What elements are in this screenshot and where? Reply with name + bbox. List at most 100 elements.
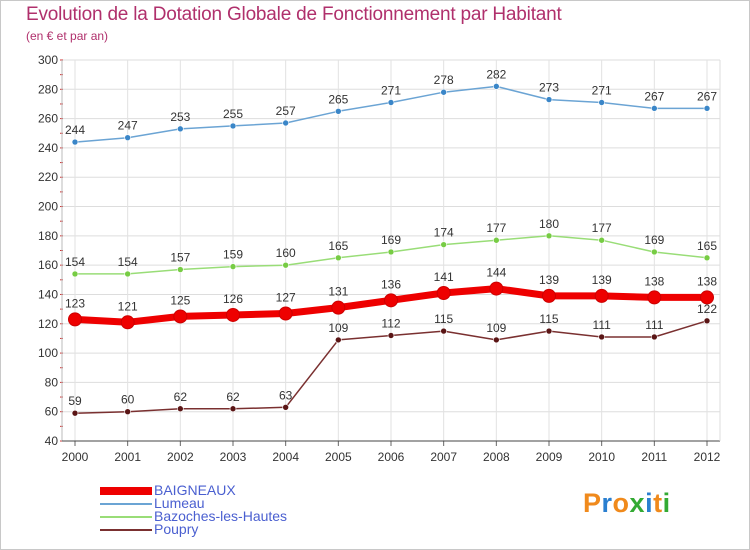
data-label-baigneaux-2004: 127 — [276, 291, 296, 305]
x-tick-label-2010: 2010 — [588, 450, 615, 464]
y-tick-label-140: 140 — [38, 287, 58, 301]
data-label-bazoches-les-hautes-2011: 169 — [644, 233, 664, 247]
point-poupry-2012 — [703, 317, 711, 325]
point-bazoches-les-hautes-2001 — [124, 270, 131, 278]
data-label-poupry-2010: 111 — [593, 318, 612, 332]
point-bazoches-les-hautes-2012 — [703, 254, 711, 262]
data-label-baigneaux-2006: 136 — [381, 277, 401, 291]
data-label-baigneaux-2008: 144 — [486, 266, 506, 280]
y-tick-label-280: 280 — [38, 82, 58, 96]
legend-swatch-bazoches-les-hautes — [100, 516, 152, 518]
x-tick-label-2011: 2011 — [641, 450, 667, 464]
point-poupry-2011 — [651, 333, 658, 341]
point-poupry-2006 — [387, 332, 395, 339]
legend-swatch-lumeau — [100, 503, 152, 505]
point-baigneaux-2008 — [489, 281, 504, 296]
data-label-baigneaux-2000: 123 — [65, 296, 85, 310]
data-label-bazoches-les-hautes-2005: 165 — [328, 239, 348, 253]
legend-swatch-poupry — [100, 529, 152, 531]
point-poupry-2000 — [71, 409, 79, 417]
point-bazoches-les-hautes-2008 — [493, 236, 500, 244]
point-bazoches-les-hautes-2004 — [282, 261, 289, 269]
y-tick-label-200: 200 — [38, 200, 58, 214]
data-label-lumeau-2008: 282 — [486, 67, 506, 81]
point-baigneaux-2006 — [384, 293, 398, 308]
data-label-poupry-2002: 62 — [174, 390, 188, 404]
data-label-poupry-2011: 111 — [645, 318, 664, 332]
point-bazoches-les-hautes-2003 — [229, 263, 237, 270]
data-label-lumeau-2010: 271 — [592, 83, 612, 97]
point-baigneaux-2003 — [226, 307, 240, 322]
data-label-lumeau-2003: 255 — [223, 107, 243, 121]
x-tick-label-2002: 2002 — [167, 450, 194, 464]
legend-label-lumeau: Lumeau — [154, 495, 205, 511]
data-label-lumeau-2011: 267 — [644, 89, 664, 103]
point-bazoches-les-hautes-2000 — [71, 270, 79, 278]
y-tick-label-100: 100 — [38, 346, 58, 360]
point-poupry-2005 — [335, 336, 342, 344]
point-baigneaux-2004 — [278, 306, 293, 321]
point-baigneaux-2012 — [700, 290, 714, 305]
data-label-poupry-2012: 122 — [697, 302, 717, 316]
logo-letter: x — [629, 488, 646, 518]
y-tick-label-80: 80 — [45, 375, 59, 389]
y-tick-label-260: 260 — [38, 112, 58, 126]
y-tick-label-180: 180 — [38, 229, 58, 243]
data-label-bazoches-les-hautes-2010: 177 — [592, 221, 612, 235]
data-label-poupry-2005: 109 — [328, 321, 348, 335]
point-baigneaux-2002 — [173, 309, 188, 324]
data-label-baigneaux-2012: 138 — [697, 274, 717, 288]
point-poupry-2008 — [493, 336, 500, 344]
y-tick-label-240: 240 — [38, 141, 58, 155]
data-label-lumeau-2004: 257 — [276, 104, 296, 118]
chart-title: Evolution de la Dotation Globale de Fonc… — [26, 4, 562, 25]
point-lumeau-2006 — [387, 99, 395, 106]
data-label-lumeau-2000: 244 — [65, 123, 85, 137]
data-label-baigneaux-2001: 121 — [118, 299, 138, 313]
proxiti-logo: Proxiti — [583, 488, 671, 519]
data-label-bazoches-les-hautes-2003: 159 — [223, 248, 243, 262]
logo-letter: i — [662, 488, 671, 518]
point-poupry-2009 — [545, 327, 553, 335]
y-tick-label-120: 120 — [38, 317, 58, 331]
point-baigneaux-2009 — [542, 288, 556, 303]
data-label-lumeau-2001: 247 — [118, 119, 138, 133]
point-lumeau-2010 — [598, 99, 605, 106]
point-baigneaux-2010 — [594, 288, 609, 303]
data-label-bazoches-les-hautes-2008: 177 — [486, 221, 506, 235]
data-label-baigneaux-2009: 139 — [539, 273, 559, 287]
point-lumeau-2012 — [703, 105, 711, 112]
point-lumeau-2000 — [71, 138, 79, 146]
data-label-bazoches-les-hautes-2009: 180 — [539, 217, 559, 231]
point-poupry-2002 — [177, 405, 184, 413]
point-bazoches-les-hautes-2010 — [598, 236, 605, 244]
data-label-bazoches-les-hautes-2004: 160 — [276, 246, 296, 260]
point-baigneaux-2001 — [120, 315, 135, 330]
point-baigneaux-2005 — [331, 300, 346, 315]
data-label-poupry-2003: 62 — [226, 390, 240, 404]
x-tick-label-2008: 2008 — [483, 450, 510, 464]
x-tick-label-2009: 2009 — [536, 450, 563, 464]
point-bazoches-les-hautes-2007 — [440, 241, 447, 248]
data-label-lumeau-2007: 278 — [434, 73, 454, 87]
data-label-lumeau-2012: 267 — [697, 89, 717, 103]
point-lumeau-2004 — [282, 119, 289, 127]
data-label-poupry-2001: 60 — [121, 393, 135, 407]
data-label-poupry-2004: 63 — [279, 388, 293, 402]
logo-letter: o — [612, 488, 630, 518]
legend-label-baigneaux: BAIGNEAUX — [154, 482, 236, 498]
point-poupry-2003 — [229, 405, 237, 413]
x-tick-label-2001: 2001 — [114, 450, 141, 464]
point-poupry-2010 — [598, 333, 605, 341]
legend-swatch-baigneaux — [100, 487, 152, 495]
x-tick-label-2012: 2012 — [694, 450, 721, 464]
x-tick-label-2006: 2006 — [378, 450, 405, 464]
data-label-baigneaux-2003: 126 — [223, 292, 243, 306]
data-label-baigneaux-2005: 131 — [328, 285, 348, 299]
y-tick-label-220: 220 — [38, 170, 58, 184]
x-tick-label-2004: 2004 — [272, 450, 299, 464]
point-bazoches-les-hautes-2011 — [651, 248, 658, 256]
y-tick-label-40: 40 — [45, 434, 59, 448]
point-poupry-2007 — [440, 327, 447, 335]
point-lumeau-2002 — [177, 125, 184, 133]
